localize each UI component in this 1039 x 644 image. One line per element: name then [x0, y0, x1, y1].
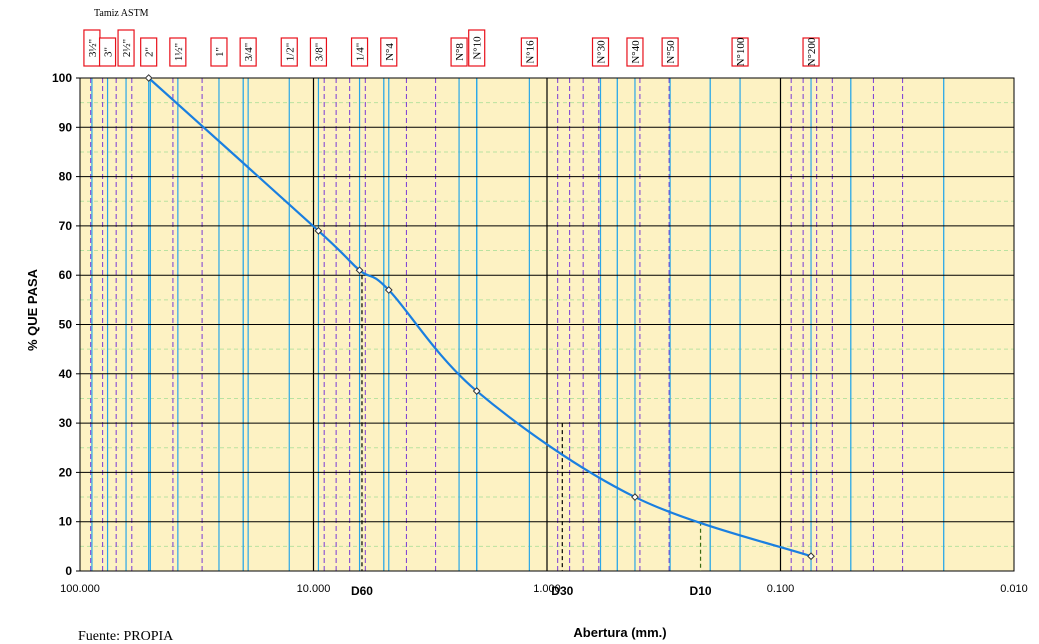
- grid-layer: [79, 77, 1015, 572]
- sieve-label-text: 3": [103, 47, 115, 57]
- sieve-label-text: 3/8": [313, 43, 325, 62]
- x-axis-title: Abertura (mm.): [573, 625, 666, 640]
- x-tick-label: 0.010: [1000, 583, 1028, 595]
- sieve-box: [450, 37, 468, 67]
- data-point: [355, 266, 364, 275]
- data-point: [807, 552, 815, 561]
- sieve-label-text: N°4: [384, 43, 396, 61]
- d-marker-label: D60: [351, 584, 373, 598]
- sieve-label-text: 3/4": [243, 43, 255, 62]
- sieve-label: N°30: [591, 37, 610, 67]
- axes: 0 10 20 30 40 50 60 70 80 90 100 100.000 10.000 1.000…: [52, 71, 1028, 595]
- sieve-label-text: N°100: [735, 37, 747, 66]
- data-point: [384, 286, 393, 294]
- header-label: Tamiz ASTM: [94, 8, 149, 19]
- sieve-label: 1/2": [280, 37, 298, 67]
- sieve-box: [731, 37, 749, 67]
- y-tick-label: 80: [59, 170, 73, 184]
- sieve-box: [626, 37, 644, 67]
- sieve-label: 2": [140, 37, 158, 67]
- sieve-box: [380, 37, 398, 67]
- sieve-label-text: 2½": [121, 39, 133, 57]
- sieve-box: [591, 37, 610, 67]
- sieve-label: N°100: [731, 37, 749, 67]
- sieve-box: [520, 37, 538, 67]
- sieve-box: [350, 37, 369, 67]
- y-tick-label: 0: [65, 564, 72, 578]
- sieve-label: 3½": [83, 29, 101, 67]
- y-tick-label: 10: [59, 515, 73, 529]
- sieve-box: [239, 37, 257, 67]
- y-tick-label: 30: [59, 416, 73, 430]
- sieve-label: 1": [210, 37, 228, 67]
- sieve-label-text: 1½": [173, 43, 185, 61]
- y-tick-label: 90: [59, 120, 73, 134]
- sieve-box: [468, 29, 486, 67]
- y-axis-title: % QUE PASA: [25, 268, 40, 351]
- source-note: Fuente: PROPIA: [78, 629, 174, 644]
- sieve-label-text: N°200: [806, 37, 818, 66]
- sieve-label: N°16: [520, 37, 538, 67]
- sieve-box: [117, 29, 135, 67]
- y-tick-label: 100: [52, 71, 72, 85]
- sieve-box: [98, 37, 117, 67]
- sieve-box: [140, 37, 158, 67]
- d-markers: D60 D30 D10: [351, 275, 712, 598]
- sieve-label-text: N°40: [630, 40, 642, 64]
- sieve-label: 3/8": [309, 37, 328, 67]
- gradation-curve: [147, 77, 812, 558]
- sieve-label: 3": [98, 37, 117, 67]
- y-tick-label: 40: [59, 367, 73, 381]
- sieve-label-text: 3½": [87, 39, 99, 57]
- sieve-label: N°50: [661, 37, 679, 67]
- x-tick-label: 1.000: [533, 583, 561, 595]
- sieve-label: N°8: [450, 37, 468, 67]
- sieve-label-text: N°10: [472, 36, 484, 60]
- sieve-labels: 3½" 3" 2½" 2" 1½" 1" 3/4" 1/2" 3/8" 1/4" N°4 N°8 N°1…: [83, 29, 820, 67]
- sieve-box: [280, 37, 298, 67]
- data-point: [631, 493, 639, 501]
- sieve-box: [169, 37, 187, 67]
- sieve-label: 2½": [117, 29, 135, 67]
- series: [144, 74, 815, 561]
- x-tick-label: 10.000: [297, 583, 331, 595]
- y-tick-label: 60: [59, 268, 73, 282]
- sieve-label-text: 2": [144, 47, 156, 57]
- sieve-box: [802, 37, 820, 67]
- sieve-label-text: N°8: [454, 43, 466, 61]
- sieve-label: 1/4": [350, 37, 369, 67]
- sieve-label-text: N°50: [665, 40, 677, 64]
- sieve-label: 1½": [169, 37, 187, 67]
- data-point: [472, 387, 481, 395]
- sieve-label: N°10: [468, 29, 486, 67]
- sieve-label-text: N°30: [596, 40, 608, 64]
- sieve-label: 3/4": [239, 37, 257, 67]
- sieve-label-text: 1/4": [355, 43, 367, 62]
- sieve-label: N°200: [802, 37, 820, 67]
- sieve-label-text: N°16: [524, 40, 536, 64]
- d-marker-label: D10: [690, 584, 712, 598]
- y-tick-label: 50: [59, 318, 73, 332]
- sieve-box: [661, 37, 679, 67]
- sieve-label: N°40: [626, 37, 644, 67]
- x-tick-label: 0.100: [767, 583, 795, 595]
- sieve-label: N°4: [380, 37, 398, 67]
- x-tick-label: 100.000: [60, 583, 100, 595]
- y-tick-label: 70: [59, 219, 73, 233]
- sieve-label-text: 1/2": [284, 43, 296, 62]
- sieve-label-text: 1": [214, 47, 226, 57]
- sieve-box: [309, 37, 328, 67]
- data-point: [144, 74, 153, 82]
- d-marker-label: D30: [551, 584, 573, 598]
- y-tick-label: 20: [59, 465, 73, 479]
- data-point: [314, 226, 323, 235]
- sieve-box: [210, 37, 228, 67]
